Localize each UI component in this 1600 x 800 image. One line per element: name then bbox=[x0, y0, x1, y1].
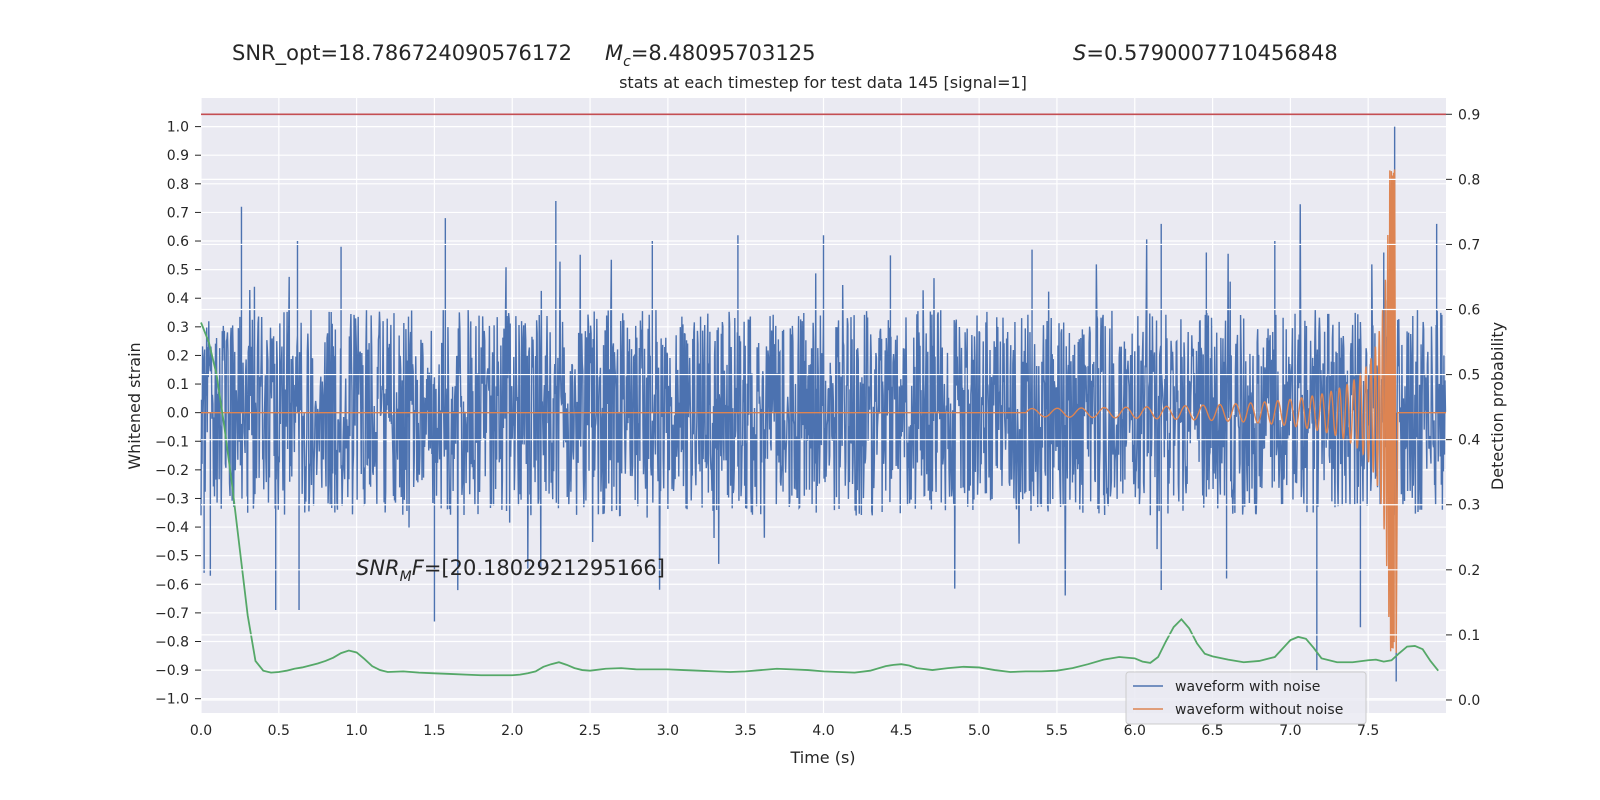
x-tick-label: 3.5 bbox=[735, 723, 757, 739]
y2-tick-label: 0.1 bbox=[1458, 628, 1480, 644]
y-tick-label: −0.5 bbox=[155, 549, 189, 565]
snr-mf-subscript: M bbox=[400, 569, 412, 585]
y-tick-label: 0.8 bbox=[167, 177, 189, 193]
y-tick-label: −0.2 bbox=[155, 463, 189, 479]
y-axis-label: Whitened strain bbox=[125, 342, 144, 469]
chirp-mass-stat: Mc=8.48095703125 bbox=[605, 41, 815, 70]
detection-probability-series bbox=[200, 322, 1439, 677]
y2-axis-label: Detection probability bbox=[1488, 322, 1507, 490]
chart-title: stats at each timestep for test data 145… bbox=[619, 73, 1027, 92]
chirp-mass-symbol: M bbox=[605, 41, 623, 65]
chirp-mass-value: =8.48095703125 bbox=[631, 41, 816, 65]
y-tick-label: 1.0 bbox=[167, 120, 189, 136]
y2-axis-ticks: 0.9 0.8 0.7 0.6 0.5 0.4 0.3 0.2 0.1 0.0 bbox=[1446, 107, 1480, 709]
y2-tick-label: 0.6 bbox=[1458, 303, 1480, 319]
snr-opt-stat: SNR_opt=18.786724090576172 bbox=[232, 41, 572, 66]
x-tick-label: 0.0 bbox=[190, 723, 212, 739]
y-tick-label: −0.7 bbox=[155, 606, 189, 622]
snr-mf-value: =[20.180292129516​6] bbox=[424, 556, 665, 580]
waveform-without-noise-series bbox=[201, 169, 1446, 653]
chirp-mass-subscript: c bbox=[623, 54, 631, 70]
s-symbol: S bbox=[1073, 41, 1086, 65]
y-tick-label: 0.3 bbox=[167, 320, 189, 336]
x-tick-label: 1.0 bbox=[345, 723, 367, 739]
y-tick-label: 0.5 bbox=[167, 263, 189, 279]
legend-label-signal: waveform without noise bbox=[1175, 702, 1343, 718]
x-tick-label: 2.0 bbox=[501, 723, 523, 739]
x-tick-label: 5.0 bbox=[968, 723, 990, 739]
x-tick-label: 2.5 bbox=[579, 723, 601, 739]
right-axis-grid bbox=[201, 178, 1446, 701]
x-tick-label: 1.5 bbox=[423, 723, 445, 739]
y2-tick-label: 0.9 bbox=[1458, 107, 1480, 123]
snr-mf-annotation: SNRMF=[20.180292129516​6] bbox=[356, 556, 665, 585]
y2-tick-label: 0.2 bbox=[1458, 563, 1480, 579]
x-tick-label: 4.5 bbox=[890, 723, 912, 739]
legend-box bbox=[1125, 671, 1367, 725]
x-tick-label: 7.5 bbox=[1357, 723, 1379, 739]
y-axis-ticks: 1.0 0.9 0.8 0.7 0.6 0.5 0.4 0.3 0.2 0.1 0.0 −0.1 −0.… bbox=[155, 120, 201, 708]
x-tick-label: 0.5 bbox=[268, 723, 290, 739]
x-axis-ticks: 0.0 0.5 1.0 1.5 2.0 2.5 3.0 3.5 4.0 4.5 5.0 5.5 6.0 6… bbox=[190, 723, 1379, 739]
x-axis-label: Time (s) bbox=[789, 748, 855, 767]
y-tick-label: −0.3 bbox=[155, 491, 189, 507]
snr-mf-tail: F bbox=[412, 556, 425, 580]
y-tick-label: 0.2 bbox=[167, 348, 189, 364]
y-tick-label: 0.1 bbox=[167, 377, 189, 393]
y-tick-label: 0.9 bbox=[167, 148, 189, 164]
y-tick-label: −0.6 bbox=[155, 577, 189, 593]
y-tick-label: −0.4 bbox=[155, 520, 189, 536]
y2-tick-label: 0.8 bbox=[1458, 172, 1480, 188]
legend-label-noise: waveform with noise bbox=[1175, 679, 1320, 695]
x-tick-label: 7.0 bbox=[1279, 723, 1301, 739]
y-tick-label: 0.6 bbox=[167, 234, 189, 250]
y-tick-label: 0.0 bbox=[167, 406, 189, 422]
x-tick-label: 4.0 bbox=[812, 723, 834, 739]
snr-mf-symbol: SNR bbox=[356, 556, 400, 580]
y2-tick-label: 0.7 bbox=[1458, 237, 1480, 253]
x-tick-label: 5.5 bbox=[1046, 723, 1068, 739]
y-tick-label: 0.7 bbox=[167, 205, 189, 221]
signal-waveform-path bbox=[201, 169, 1446, 653]
detection-probability-path bbox=[200, 322, 1439, 677]
y2-tick-label: 0.3 bbox=[1458, 498, 1480, 514]
y2-tick-label: 0.4 bbox=[1458, 433, 1480, 449]
y-tick-label: 0.4 bbox=[167, 291, 189, 307]
y-tick-label: −0.9 bbox=[155, 663, 189, 679]
y-tick-label: −0.1 bbox=[155, 434, 189, 450]
x-tick-label: 6.5 bbox=[1201, 723, 1223, 739]
y2-tick-label: 0.5 bbox=[1458, 368, 1480, 384]
legend: waveform with noise waveform without noi… bbox=[1125, 671, 1367, 725]
x-tick-label: 6.0 bbox=[1124, 723, 1146, 739]
y-tick-label: −0.8 bbox=[155, 634, 189, 650]
s-value: =0.5790007710456848 bbox=[1086, 41, 1337, 65]
s-stat: S=0.5790007710456848 bbox=[1073, 41, 1338, 65]
y2-tick-label: 0.0 bbox=[1458, 693, 1480, 709]
x-tick-label: 3.0 bbox=[657, 723, 679, 739]
y-tick-label: −1.0 bbox=[155, 692, 189, 708]
